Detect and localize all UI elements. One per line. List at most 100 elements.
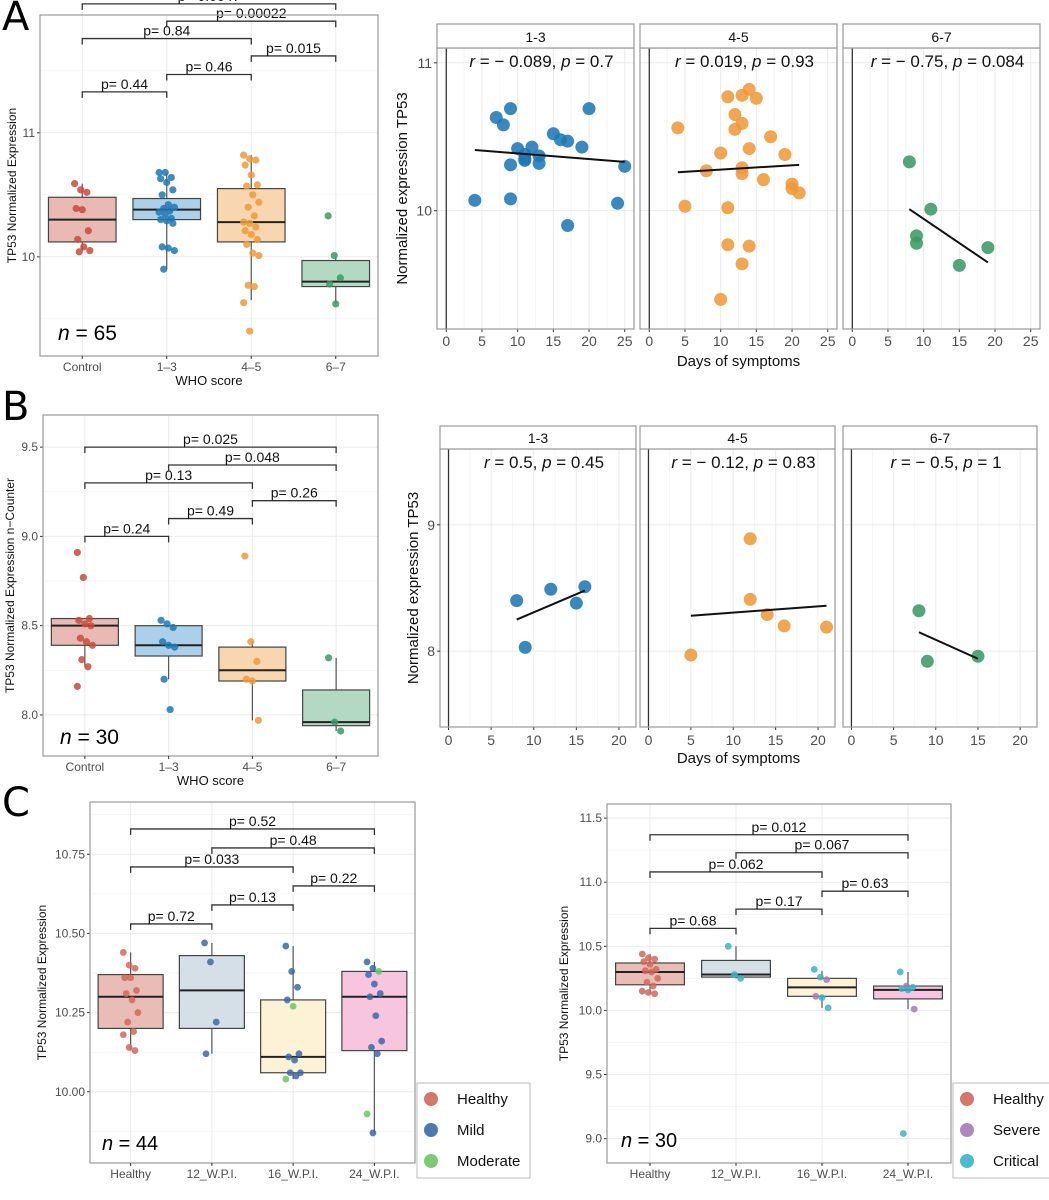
data-point <box>161 211 169 219</box>
data-point <box>368 1044 375 1051</box>
comparison-bracket <box>735 908 823 916</box>
x-tick-label: 20 <box>784 333 800 349</box>
data-point <box>518 153 532 167</box>
comparison-bracket <box>649 871 823 878</box>
data-point <box>810 965 818 973</box>
data-point <box>78 206 86 214</box>
data-point <box>618 159 632 173</box>
data-point <box>74 235 82 244</box>
x-tick-label: 25 <box>820 333 836 349</box>
x-tick-label: 12_W.P.I. <box>711 1167 761 1181</box>
x-tick-label: 10 <box>713 333 729 349</box>
data-point <box>155 208 163 216</box>
data-point <box>78 655 86 664</box>
x-tick-label: 4–5 <box>241 360 261 374</box>
data-point <box>72 204 80 213</box>
data-point <box>912 604 926 618</box>
comparison-bracket <box>649 834 909 841</box>
data-point <box>125 1044 133 1051</box>
data-point <box>169 219 177 227</box>
data-point <box>764 130 778 144</box>
data-point <box>79 573 87 582</box>
p-value-label: p= 0.84 <box>143 23 190 39</box>
facet-strip <box>842 23 1041 49</box>
p-value-label: p= 0.00022 <box>216 5 287 21</box>
comparison-bracket <box>81 91 168 98</box>
x-tick-label: 20 <box>611 732 627 748</box>
data-point <box>910 1005 918 1013</box>
data-point <box>920 654 934 668</box>
data-point <box>77 186 85 194</box>
y-tick-label: 9 <box>427 517 435 533</box>
x-tick-label: 25 <box>1023 333 1039 349</box>
data-point <box>248 677 256 685</box>
data-point <box>721 201 735 215</box>
plot-background <box>843 449 1037 727</box>
x-tick-label: 5 <box>487 732 495 748</box>
x-tick-label: 0 <box>442 333 450 349</box>
data-point <box>244 203 252 211</box>
data-point <box>375 968 383 975</box>
data-point <box>163 178 171 186</box>
panel-letter-a: A <box>2 0 30 40</box>
plot-frame <box>89 801 416 1164</box>
data-point <box>721 90 735 104</box>
data-point <box>292 1072 300 1080</box>
box-iqr <box>218 646 287 682</box>
y-tick-label: 11 <box>417 55 432 71</box>
data-point <box>363 1110 371 1118</box>
x-tick-label: 15 <box>749 333 765 349</box>
data-point <box>645 989 652 996</box>
y-tick-label: 10.75 <box>55 847 85 861</box>
x-tick-label: 20 <box>810 732 826 748</box>
y-tick-label: 10 <box>22 250 36 264</box>
data-point <box>243 182 251 190</box>
comparison-bracket <box>84 482 254 489</box>
data-point <box>742 239 756 253</box>
data-point <box>575 140 589 154</box>
facet-panel-1-3: 0 5 10 15 20 r = 0.5, p = 0.45 1-3 <box>439 425 637 748</box>
data-point <box>363 958 371 966</box>
p-value-label: p= 0.63 <box>841 875 888 891</box>
y-tick-label: 9.0 <box>585 1132 602 1146</box>
comparison-bracket <box>649 927 737 935</box>
data-point <box>246 327 254 335</box>
data-point <box>641 967 649 975</box>
data-point <box>285 1053 293 1061</box>
data-point <box>518 640 532 654</box>
data-point <box>241 161 249 169</box>
x-tick-label: 1–3 <box>157 360 177 374</box>
data-point <box>164 244 172 252</box>
regression-line <box>908 208 989 264</box>
data-point <box>86 247 94 255</box>
data-point <box>337 727 345 735</box>
data-point <box>735 257 749 271</box>
x-tick-label: 4–5 <box>242 760 262 774</box>
data-point <box>749 91 763 105</box>
data-point <box>330 251 338 260</box>
facet-panel-4-5: 0 5 10 15 20 25 r = 0.019, p = 0.93 4-5 <box>639 23 838 349</box>
y-axis-title: Normalized expression TP53 <box>405 492 422 684</box>
box-iqr <box>301 259 371 288</box>
facet-strip <box>439 425 637 450</box>
data-point <box>326 280 334 288</box>
comparison-bracket <box>81 3 337 10</box>
p-value-label: p= 0.48 <box>270 832 317 848</box>
data-point <box>654 974 662 982</box>
data-point <box>247 638 255 646</box>
comparison-bracket <box>821 890 909 898</box>
x-tick-label: 20 <box>1012 732 1028 748</box>
x-tick-label: Healthy <box>110 1167 151 1181</box>
data-point <box>561 134 575 148</box>
data-point <box>87 622 95 630</box>
sample-size-label: n = 30 <box>621 1130 677 1152</box>
comparison-bracket <box>166 20 337 28</box>
data-point <box>824 1004 832 1012</box>
data-point <box>561 218 575 232</box>
p-value-label: p= 0.17 <box>755 893 802 909</box>
plot-frame <box>39 14 379 357</box>
data-point <box>651 990 659 998</box>
box-iqr <box>178 954 245 1030</box>
y-axis-title: TP53 Normalized Expression <box>5 108 19 263</box>
data-point <box>823 976 831 984</box>
